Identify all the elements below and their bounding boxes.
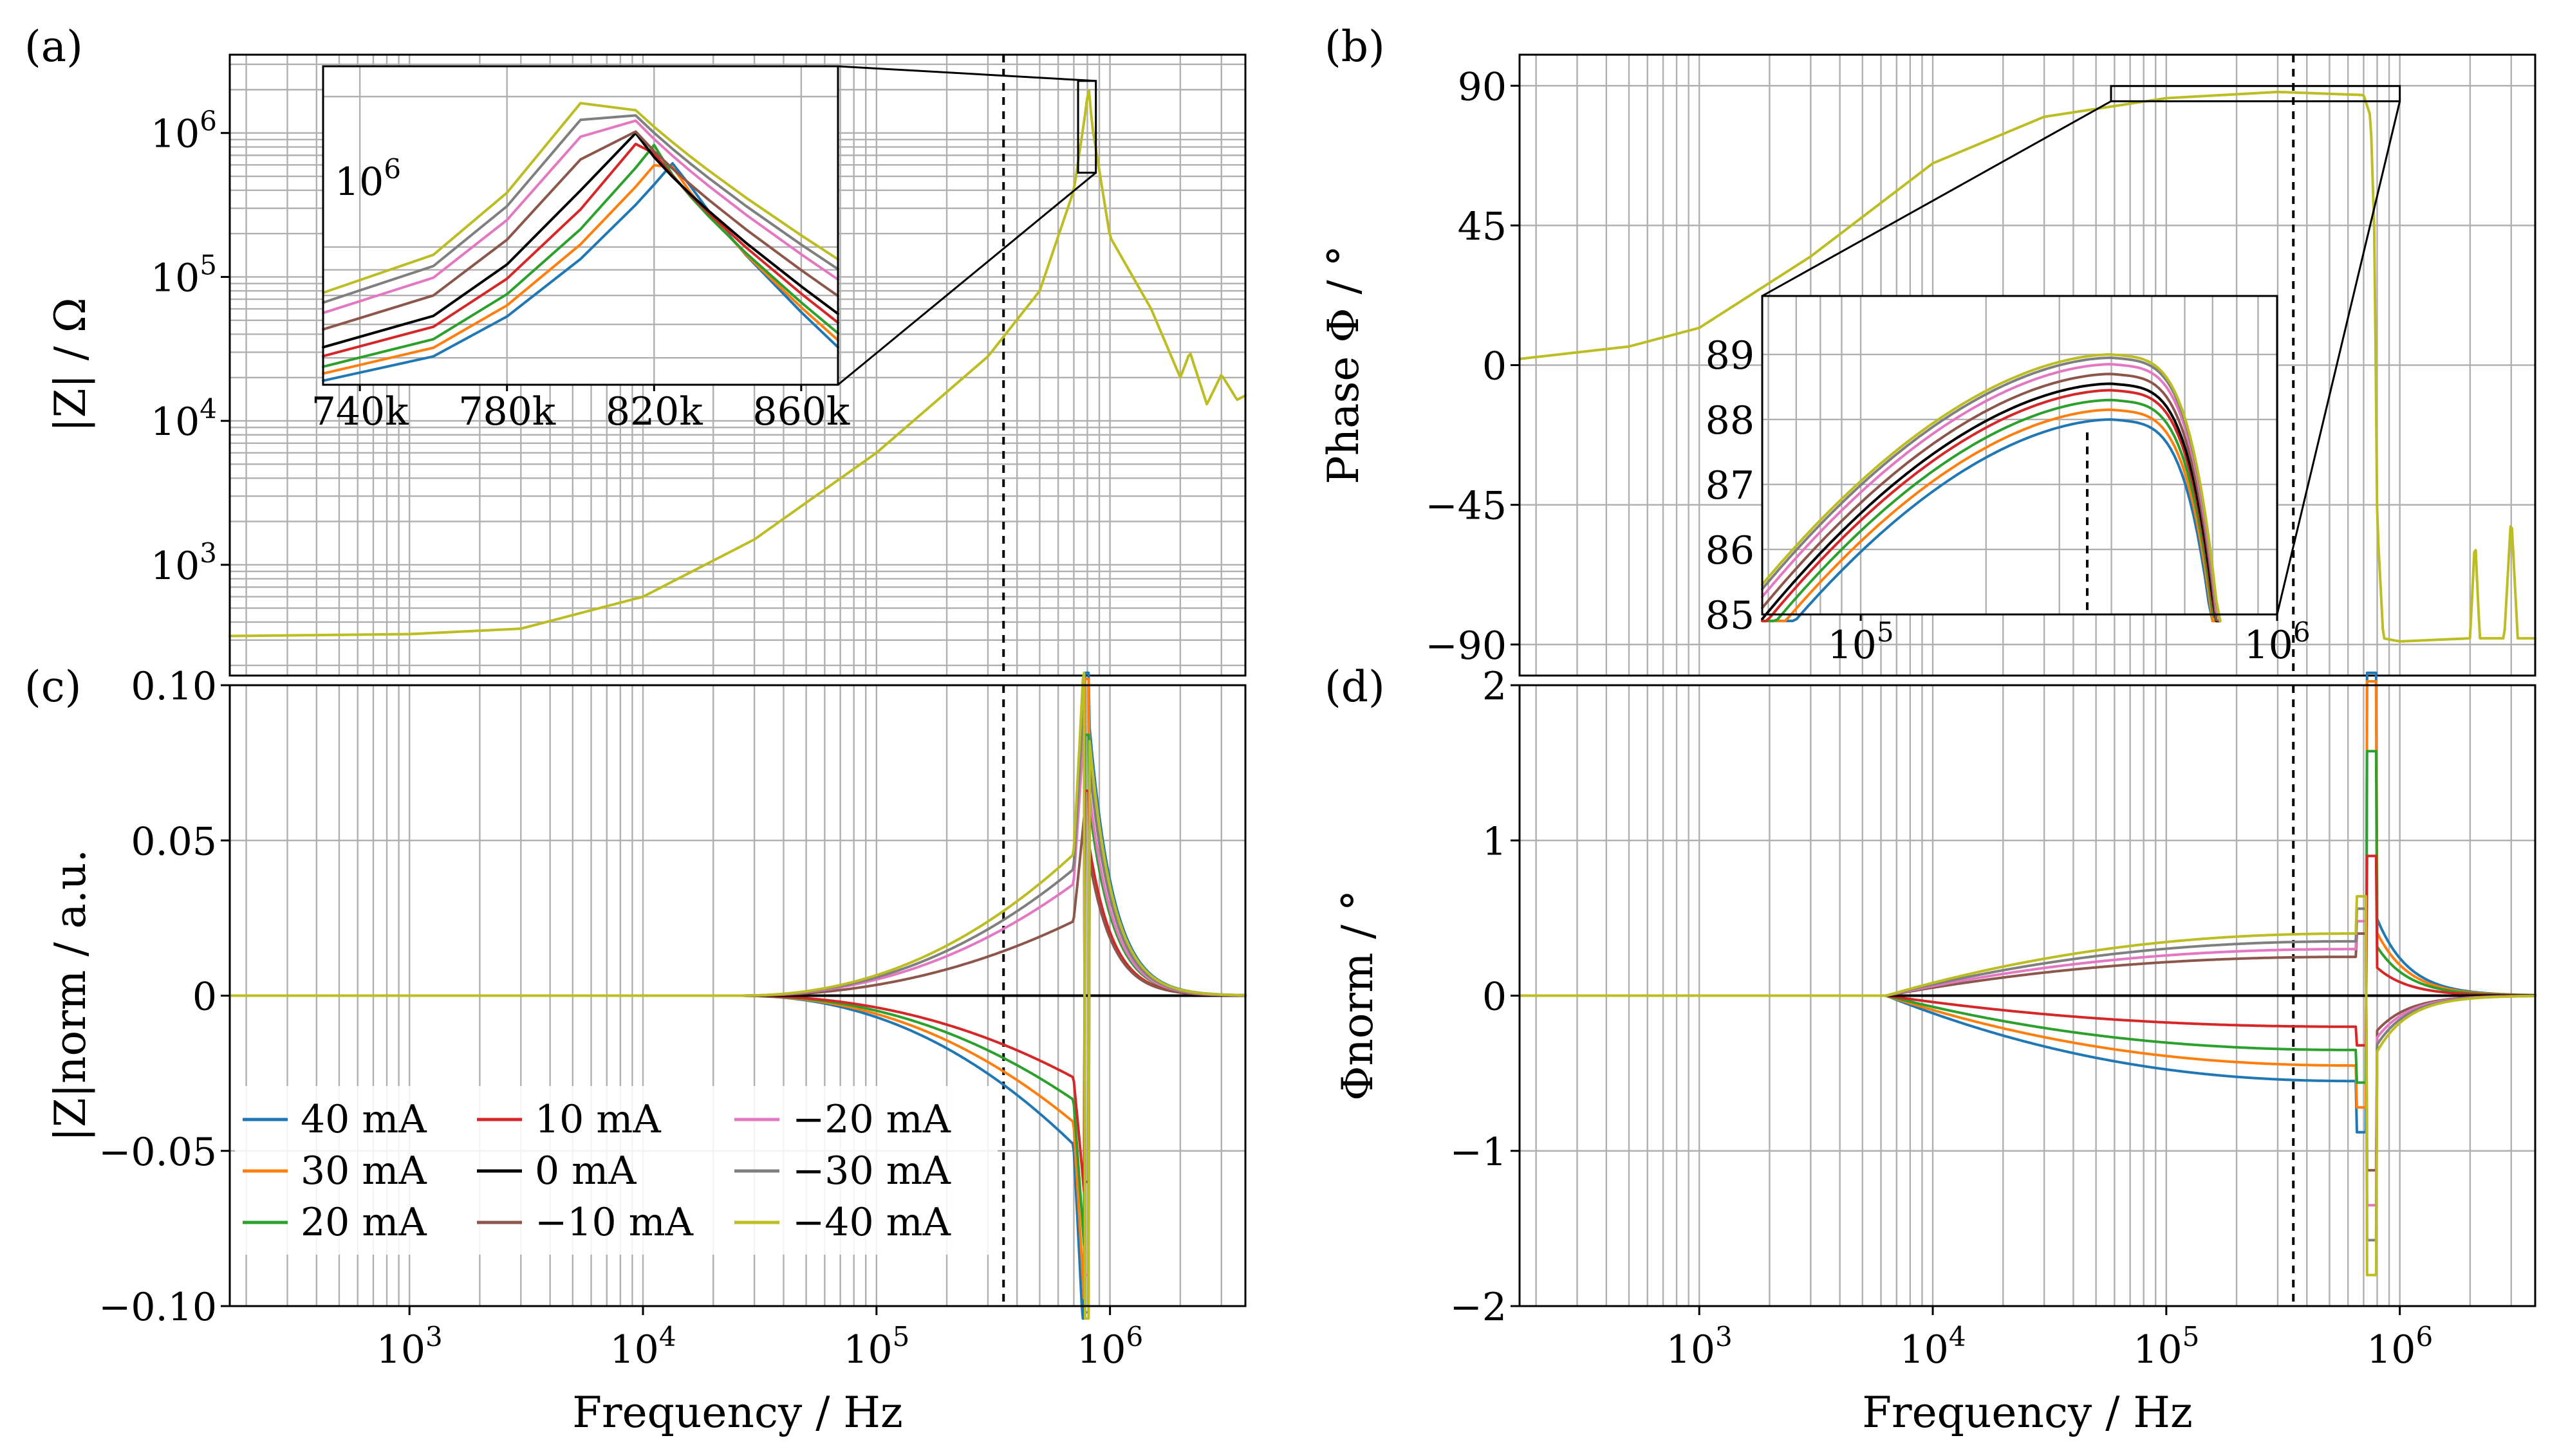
panel-c-ytick-label: 0.05 xyxy=(131,819,217,864)
panel-b-inset-ytick-label: 88 xyxy=(1706,398,1754,443)
panel-d-series-3 xyxy=(1518,854,2536,1047)
panel-b-inset: 105 106 89 88 87 86 85 xyxy=(1706,295,2311,668)
legend-label-7: −30 mA xyxy=(792,1148,951,1193)
legend: 40 mA 30 mA 20 mA 10 mA 0 mA −10 mA −20 mA −30 … xyxy=(235,1086,998,1255)
panel-a-inset-xtick-label: 860k xyxy=(752,389,850,434)
legend-label-0: 40 mA xyxy=(301,1097,427,1142)
panel-b-inset-series-5 xyxy=(1761,373,2222,623)
panel-a-ytick-label: 104 xyxy=(151,393,217,445)
panel-a-ytick-label: 103 xyxy=(151,537,217,589)
legend-label-2: 20 mA xyxy=(301,1200,427,1245)
panel-d-series-7 xyxy=(1518,907,2536,1242)
panel-d-xlabel: Frequency / Hz xyxy=(1862,1388,2193,1437)
panel-c-normalized-magnitude: 0.10 0.05 0 −0.05 −0.10 103 104 105 106 |Z|norm… xyxy=(46,664,1247,1437)
panel-d-xtick-label: 106 xyxy=(2367,1321,2433,1372)
legend-background xyxy=(235,1086,998,1255)
panel-b-phase: 90 45 0 −45 −90 Phase Φ / ° 105 106 89 88 87 86 85 xyxy=(1319,53,2536,677)
panel-b-inset-series-7 xyxy=(1761,356,2222,623)
panel-a-inset-series-7 xyxy=(322,114,839,304)
panel-a-inset-frame xyxy=(322,65,839,386)
panel-c-ytick-label: −0.10 xyxy=(98,1285,217,1330)
panel-a-zoom-connector xyxy=(837,65,1096,82)
panel-b-inset-ytick-label: 86 xyxy=(1706,528,1754,573)
panel-a-frame xyxy=(228,53,1247,677)
panel-a-inset-xtick-label: 820k xyxy=(606,389,703,434)
panel-b-inset-series-0 xyxy=(1761,418,2222,623)
legend-label-1: 30 mA xyxy=(301,1148,427,1193)
panel-b-zoom-connector xyxy=(2276,101,2401,615)
panel-c-ylabel: |Z|norm / a.u. xyxy=(46,849,95,1142)
panel-d-xtick-label: 104 xyxy=(1899,1321,1966,1372)
panel-d-ytick-label: −2 xyxy=(1450,1285,1507,1330)
panel-d-normalized-phase: 2 1 0 −1 −2 103 104 105 106 Φnorm / ° Frequency… xyxy=(1333,664,2536,1437)
panel-label-a: (a) xyxy=(24,22,83,71)
panel-d-ylabel: Φnorm / ° xyxy=(1333,890,1382,1101)
panel-b-inset-ytick-label: 87 xyxy=(1706,463,1754,508)
panel-b-ytick-label: −90 xyxy=(1425,623,1507,668)
panel-label-c: (c) xyxy=(24,662,81,712)
panel-d-series-6 xyxy=(1518,919,2536,1207)
panel-d-xtick-label: 103 xyxy=(1666,1321,1733,1372)
panel-a-inset-ytick-label: 106 xyxy=(335,153,401,205)
panel-d-xtick-label: 105 xyxy=(2133,1321,2199,1372)
panel-d-ytick-label: −1 xyxy=(1450,1130,1507,1175)
panel-a-inset-xtick-label: 780k xyxy=(458,389,556,434)
legend-label-3: 10 mA xyxy=(535,1097,661,1142)
panel-a-ytick-label: 105 xyxy=(151,249,217,300)
panel-a-ylabel: |Z| / Ω xyxy=(46,297,95,432)
legend-label-8: −40 mA xyxy=(792,1200,951,1245)
panel-c-series-8 xyxy=(228,671,1247,1320)
panel-c-xtick-label: 105 xyxy=(843,1321,909,1372)
panel-b-inset-ytick-label: 85 xyxy=(1706,593,1754,638)
panel-c-ytick-label: 0.10 xyxy=(131,664,217,709)
panel-a-inset-series-5 xyxy=(322,130,839,331)
panel-b-inset-xtick-label: 105 xyxy=(1828,616,1894,668)
panel-c-ytick-label: 0 xyxy=(192,975,217,1020)
panel-d-series-8 xyxy=(1518,895,2536,1276)
panel-b-ytick-label: 90 xyxy=(1458,64,1507,109)
panel-a-inset-series-6 xyxy=(322,119,839,315)
panel-b-zoom-connector xyxy=(1762,100,2112,297)
panel-b-inset-xtick-label: 106 xyxy=(2244,616,2310,668)
panel-a-ytick-label: 106 xyxy=(151,106,217,157)
legend-label-4: 0 mA xyxy=(535,1148,637,1193)
panel-d-ytick-label: 1 xyxy=(1482,819,1507,864)
legend-label-5: −10 mA xyxy=(535,1200,694,1245)
panel-c-ytick-label: −0.05 xyxy=(98,1130,217,1175)
panel-a-inset-series-3 xyxy=(322,142,839,358)
panel-b-inset-series-3 xyxy=(1761,389,2222,623)
panel-b-ytick-label: 0 xyxy=(1482,344,1507,389)
panel-label-d: (d) xyxy=(1325,662,1385,712)
panel-b-inset-series-2 xyxy=(1761,398,2222,623)
panel-c-xtick-label: 106 xyxy=(1077,1321,1143,1372)
panel-c-xtick-label: 103 xyxy=(377,1321,443,1372)
panel-b-inset-ytick-label: 89 xyxy=(1706,333,1754,378)
panel-a-impedance-magnitude: 103 104 105 106 |Z| / Ω 740k 780k 820k 860k 106 xyxy=(46,53,1247,677)
panel-b-inset-series-8 xyxy=(1761,353,2222,623)
panel-c-xlabel: Frequency / Hz xyxy=(572,1388,903,1437)
panel-a-zoom-connector xyxy=(837,172,1097,386)
panel-label-b: (b) xyxy=(1325,22,1385,71)
legend-label-6: −20 mA xyxy=(792,1097,951,1142)
panel-b-inset-series-1 xyxy=(1761,408,2222,623)
panel-b-ytick-label: −45 xyxy=(1425,484,1507,529)
panel-b-zoom-rect xyxy=(2110,85,2401,102)
panel-a-inset: 740k 780k 820k 860k 106 xyxy=(312,65,850,434)
panel-b-inset-series-6 xyxy=(1761,363,2222,623)
panel-b-inset-frame xyxy=(1761,295,2278,616)
panel-d-ytick-label: 2 xyxy=(1482,664,1507,709)
panel-b-ytick-label: 45 xyxy=(1458,204,1507,249)
panel-c-xtick-label: 104 xyxy=(610,1321,676,1372)
panel-a-impedance-curve xyxy=(228,89,1247,638)
panel-a-inset-series-8 xyxy=(322,102,839,294)
panel-a-inset-series-4 xyxy=(322,131,839,349)
panel-b-inset-background xyxy=(1762,296,2277,614)
panel-a-inset-xtick-label: 740k xyxy=(312,389,409,434)
panel-b-ylabel: Phase Φ / ° xyxy=(1319,245,1368,484)
panel-d-ytick-label: 0 xyxy=(1482,975,1507,1020)
panel-d-series-0 xyxy=(1518,671,2536,1134)
panel-b-inset-series-4 xyxy=(1761,382,2222,623)
